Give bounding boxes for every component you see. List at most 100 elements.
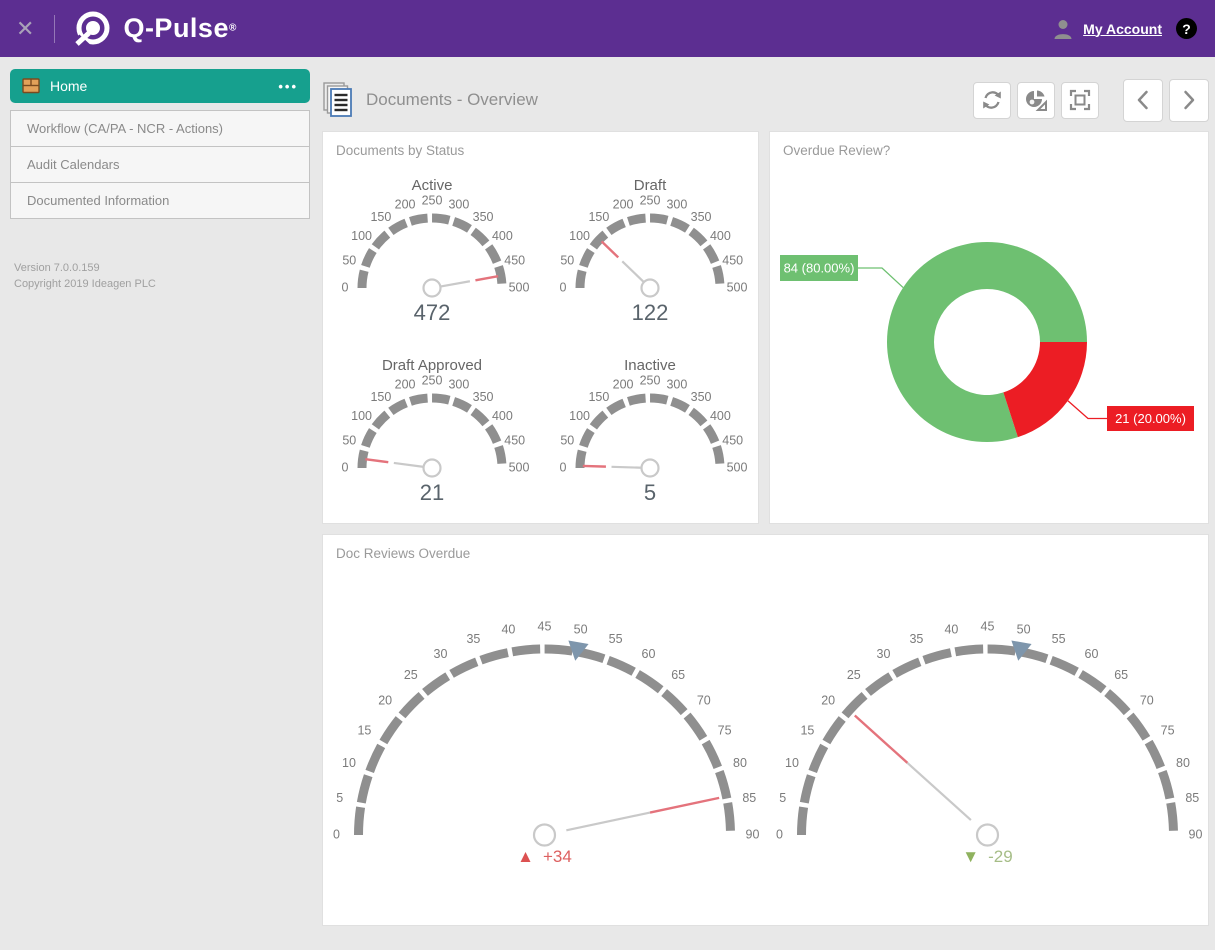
svg-text:500: 500 [727, 460, 748, 474]
svg-text:Draft: Draft [634, 177, 667, 194]
documents-icon [322, 81, 354, 119]
svg-text:122: 122 [632, 300, 669, 325]
main-area: Documents - Overview [322, 69, 1209, 926]
header-divider [54, 14, 56, 43]
svg-text:55: 55 [609, 632, 623, 646]
svg-text:10: 10 [785, 756, 799, 770]
panel-title: Documents by Status [336, 143, 465, 158]
svg-text:150: 150 [588, 210, 609, 224]
svg-text:250: 250 [422, 373, 443, 387]
doc-reviews-previous-gauge: 0 5 10 15 20 25 30 35 40 45 50 55 60 65 70 75 80 85 90 ▼ -29 [766, 535, 1209, 885]
svg-text:5: 5 [336, 791, 343, 805]
svg-text:350: 350 [473, 210, 494, 224]
svg-text:45: 45 [538, 619, 552, 633]
help-icon[interactable]: ? [1176, 18, 1197, 39]
brand-logo[interactable]: Q-Pulse® [73, 8, 236, 50]
panel-title: Overdue Review? [783, 143, 891, 158]
svg-text:35: 35 [909, 632, 923, 646]
svg-text:20: 20 [821, 694, 835, 708]
svg-text:85: 85 [742, 791, 756, 805]
svg-text:65: 65 [1114, 668, 1128, 682]
close-icon[interactable]: ✕ [16, 15, 35, 41]
svg-text:400: 400 [710, 229, 731, 243]
svg-text:100: 100 [351, 409, 372, 423]
panel-doc-reviews-overdue: Doc Reviews Overdue 0 5 10 15 20 25 30 35 40 45 50… [322, 534, 1209, 926]
dashboard-grid: Documents by Status Active 0 50 100 150 200 25… [322, 131, 1209, 926]
page-title: Documents - Overview [366, 90, 538, 109]
home-grid-icon [22, 78, 40, 94]
svg-text:Active: Active [412, 177, 453, 194]
svg-text:400: 400 [492, 229, 513, 243]
svg-text:450: 450 [722, 433, 743, 447]
brand-name: Q-Pulse [123, 13, 229, 43]
copyright-text: Copyright 2019 Ideagen PLC [14, 277, 156, 290]
change-visualization-button[interactable] [1017, 81, 1055, 119]
svg-text:350: 350 [473, 390, 494, 404]
refresh-button[interactable] [973, 81, 1011, 119]
svg-text:0: 0 [776, 827, 783, 841]
svg-text:0: 0 [342, 280, 349, 294]
svg-text:15: 15 [800, 723, 814, 737]
svg-text:450: 450 [504, 433, 525, 447]
svg-text:150: 150 [588, 390, 609, 404]
svg-text:65: 65 [671, 668, 685, 682]
doc-reviews-gauges: 0 5 10 15 20 25 30 35 40 45 50 55 60 65 70 75 80 85 90 ▲ +34… [323, 535, 1208, 885]
sidebar-item-home[interactable]: Home ••• [10, 69, 310, 103]
sidebar: Home ••• Workflow (CA/PA - NCR - Actions… [10, 69, 310, 926]
svg-text:300: 300 [666, 198, 687, 212]
svg-text:472: 472 [414, 300, 451, 325]
svg-text:200: 200 [395, 378, 416, 392]
svg-text:50: 50 [342, 253, 356, 267]
svg-text:500: 500 [509, 460, 530, 474]
toolbar [967, 78, 1209, 122]
svg-text:75: 75 [1161, 723, 1175, 737]
chevron-left-icon [1137, 90, 1148, 110]
sidebar-item-workflow[interactable]: Workflow (CA/PA - NCR - Actions) [11, 111, 309, 147]
refresh-icon [983, 91, 1001, 109]
fullscreen-icon [1069, 89, 1091, 111]
sidebar-item-documented-information[interactable]: Documented Information [11, 183, 309, 219]
chevron-right-icon [1184, 90, 1195, 110]
svg-text:250: 250 [640, 373, 661, 387]
svg-text:55: 55 [1052, 632, 1066, 646]
sidebar-menu: Workflow (CA/PA - NCR - Actions) Audit C… [10, 110, 310, 219]
svg-text:85: 85 [1185, 791, 1199, 805]
svg-text:30: 30 [434, 647, 448, 661]
svg-text:50: 50 [1017, 622, 1031, 636]
my-account-link[interactable]: My Account [1083, 20, 1162, 37]
svg-text:60: 60 [1085, 647, 1099, 661]
svg-text:100: 100 [351, 229, 372, 243]
chart-type-icon [1026, 90, 1047, 111]
overdue-review-donut-chart: 84 (80.00%) 21 (20.00%) [770, 132, 1208, 517]
svg-text:80: 80 [733, 756, 747, 770]
fullscreen-button[interactable] [1061, 81, 1099, 119]
svg-text:40: 40 [944, 622, 958, 636]
svg-text:350: 350 [691, 210, 712, 224]
user-icon [1054, 19, 1072, 39]
svg-text:50: 50 [342, 433, 356, 447]
svg-text:100: 100 [569, 229, 590, 243]
svg-text:400: 400 [492, 409, 513, 423]
svg-text:84 (80.00%): 84 (80.00%) [784, 261, 855, 276]
more-options-icon[interactable]: ••• [278, 78, 298, 94]
svg-text:▼-29: ▼ -29 [962, 847, 1012, 866]
svg-text:50: 50 [560, 253, 574, 267]
svg-text:100: 100 [569, 409, 590, 423]
svg-text:70: 70 [1140, 694, 1154, 708]
panel-title: Doc Reviews Overdue [336, 546, 471, 561]
svg-text:90: 90 [1189, 827, 1203, 841]
previous-button[interactable] [1123, 78, 1163, 122]
svg-text:150: 150 [370, 210, 391, 224]
svg-text:400: 400 [710, 409, 731, 423]
svg-text:450: 450 [504, 253, 525, 267]
svg-text:40: 40 [501, 622, 515, 636]
svg-text:0: 0 [560, 280, 567, 294]
gauge-draft-chart: Draft 0 50 100 150 200 250 300 350 400 450 500 122 [541, 174, 759, 342]
svg-text:300: 300 [666, 378, 687, 392]
svg-text:75: 75 [718, 723, 732, 737]
sidebar-item-audit-calendars[interactable]: Audit Calendars [11, 147, 309, 183]
svg-text:450: 450 [722, 253, 743, 267]
svg-text:300: 300 [448, 198, 469, 212]
next-button[interactable] [1169, 78, 1209, 122]
